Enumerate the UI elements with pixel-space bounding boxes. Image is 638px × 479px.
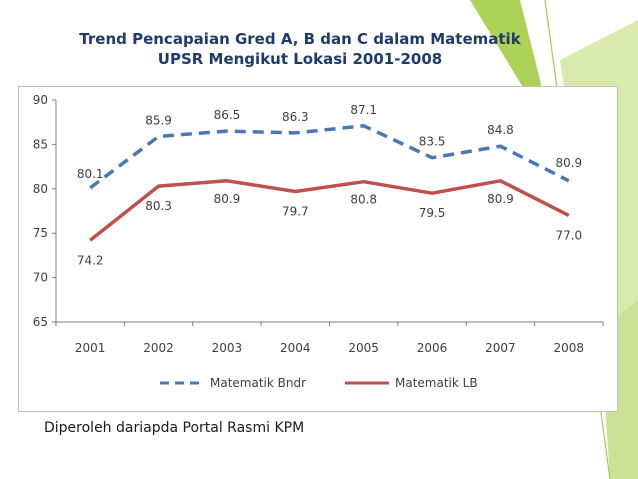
x-tick-label: 2007 — [485, 341, 516, 355]
data-label: 77.0 — [555, 228, 582, 242]
data-label: 86.3 — [282, 110, 309, 124]
y-tick-label: 90 — [33, 93, 48, 107]
chart-axes: 65 70 75 80 85 90 2001 2002 2003 2004 2005 2006 2007… — [33, 93, 604, 355]
data-label: 79.7 — [282, 204, 309, 218]
chart-data-labels: 80.1 85.9 86.5 86.3 87.1 83.5 84.8 80.9 74.2 80.3… — [77, 103, 582, 268]
x-tick-label: 2008 — [554, 341, 585, 355]
data-label: 85.9 — [145, 113, 172, 127]
y-tick-label: 75 — [33, 226, 48, 240]
series-line-1 — [89, 124, 570, 190]
y-tick-label: 80 — [33, 182, 48, 196]
y-tick-label: 70 — [33, 271, 48, 285]
chart-frame — [18, 86, 618, 412]
source-note: Diperoleh dariapda Portal Rasmi KPM — [44, 420, 305, 436]
legend-label-2: Matematik LB — [395, 376, 478, 390]
data-label: 83.5 — [419, 135, 446, 149]
y-tick-label: 65 — [33, 315, 48, 329]
data-label: 80.3 — [145, 199, 172, 213]
data-label: 86.5 — [214, 108, 241, 122]
slide-title-line-1: Trend Pencapaian Gred A, B dan C dalam M… — [79, 30, 521, 48]
data-label: 79.5 — [419, 206, 446, 220]
x-tick-label: 2005 — [348, 341, 379, 355]
x-tick-label: 2004 — [280, 341, 311, 355]
legend-label-1: Matematik Bndr — [210, 376, 306, 390]
x-tick-label: 2003 — [212, 341, 243, 355]
data-label: 80.8 — [350, 193, 377, 207]
data-label: 80.9 — [214, 192, 241, 206]
series-line-2 — [89, 179, 570, 242]
y-tick-label: 85 — [33, 137, 48, 151]
x-tick-label: 2001 — [75, 341, 106, 355]
chart-series — [89, 124, 570, 242]
x-tick-label: 2002 — [143, 341, 174, 355]
slide-title-line-2: UPSR Mengikut Lokasi 2001-2008 — [157, 50, 443, 68]
chart-legend: Matematik Bndr Matematik LB — [160, 376, 478, 390]
x-tick-label: 2006 — [417, 341, 448, 355]
data-label: 80.1 — [77, 167, 104, 181]
data-label: 74.2 — [77, 253, 104, 267]
data-label: 80.9 — [487, 192, 514, 206]
data-label: 87.1 — [350, 103, 377, 117]
data-label: 84.8 — [487, 123, 514, 137]
line-chart: 65 70 75 80 85 90 2001 2002 2003 2004 2005 2006 2007… — [18, 86, 618, 412]
data-label: 80.9 — [555, 156, 582, 170]
